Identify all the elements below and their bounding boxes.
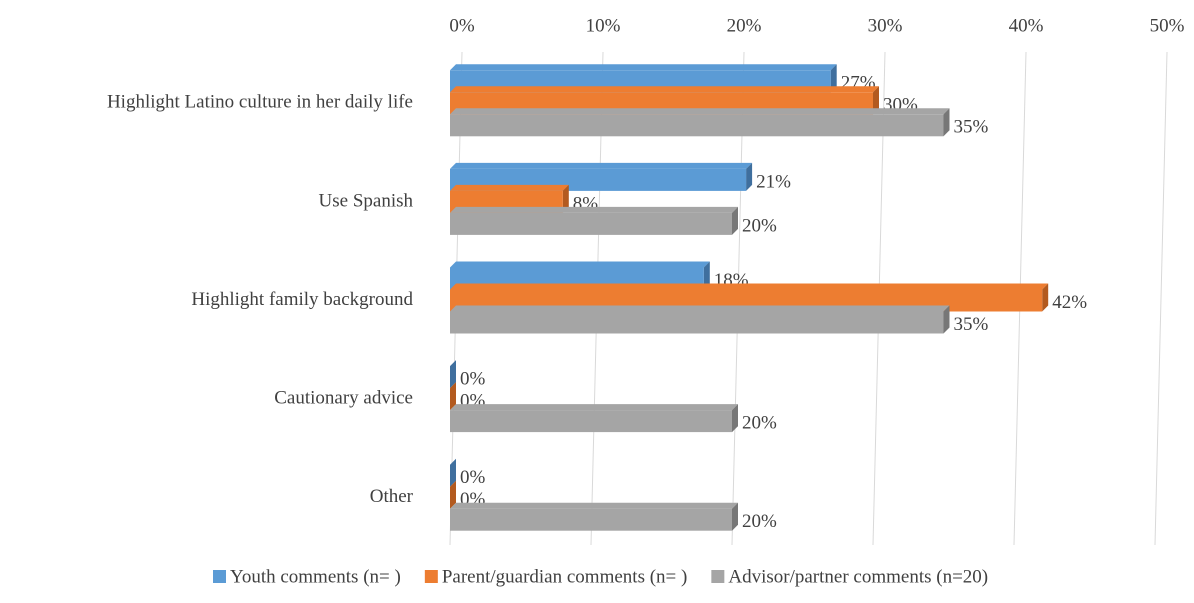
category-label: Cautionary advice: [274, 387, 413, 408]
bar-side: [746, 162, 753, 191]
bar: [450, 360, 456, 389]
bar: [450, 502, 738, 531]
bar-side: [732, 404, 738, 433]
value-label: 42%: [1052, 292, 1087, 313]
x-tick-label: 10%: [586, 15, 621, 36]
bar-front: [450, 508, 732, 531]
bar-top: [450, 283, 1049, 290]
bar-side: [703, 261, 710, 290]
bar-side: [450, 480, 456, 509]
bar-front: [450, 212, 732, 235]
legend-swatch: [424, 570, 438, 583]
x-tick-label: 40%: [1009, 15, 1044, 36]
bar-side: [732, 206, 738, 235]
bar-side: [1042, 283, 1049, 312]
bar: [450, 206, 738, 235]
bar-side: [450, 458, 456, 487]
legend-swatch: [711, 570, 725, 583]
bar-top: [450, 206, 738, 213]
bar-side: [450, 382, 456, 411]
bar: [450, 458, 456, 487]
legend-label: Youth comments (n= ): [230, 566, 401, 587]
bar: [450, 305, 950, 334]
bar: [450, 382, 456, 411]
bar-front: [450, 114, 944, 137]
value-label: 0%: [460, 368, 486, 389]
bar-top: [450, 108, 950, 115]
bar-top: [450, 502, 738, 509]
bar-side: [943, 305, 950, 334]
bar: [450, 108, 950, 137]
bar-top: [450, 86, 879, 93]
x-tick-label: 20%: [727, 15, 762, 36]
bar-side: [732, 502, 738, 531]
bar-front: [450, 311, 944, 334]
bar-side: [830, 64, 837, 93]
category-label: Highlight family background: [191, 289, 413, 310]
category-label: Highlight Latino culture in her daily li…: [107, 92, 413, 113]
value-label: 20%: [742, 215, 777, 236]
bar-top: [450, 64, 837, 71]
bar-top: [450, 162, 753, 169]
bar-side: [873, 86, 879, 115]
bar-side: [562, 184, 569, 213]
bar-side: [943, 108, 950, 137]
bar-front: [450, 410, 732, 433]
x-tick-label: 50%: [1150, 15, 1185, 36]
bar-side: [450, 360, 456, 389]
legend-label: Advisor/partner comments (n=20): [728, 566, 988, 587]
bar-top: [450, 184, 569, 191]
category-label: Other: [370, 486, 414, 507]
value-label: 20%: [742, 511, 777, 532]
grid-line: [1154, 51, 1168, 546]
value-label: 0%: [460, 467, 486, 488]
bar-top: [450, 305, 950, 312]
value-label: 21%: [756, 171, 791, 192]
value-label: 20%: [742, 412, 777, 433]
value-label: 35%: [954, 314, 989, 335]
x-tick-label: 0%: [449, 15, 475, 36]
bar-top: [450, 404, 738, 411]
bar: [450, 404, 738, 433]
x-tick-label: 30%: [868, 15, 903, 36]
bar-top: [450, 261, 710, 268]
category-label: Use Spanish: [319, 190, 414, 211]
bar: [450, 480, 456, 509]
legend-swatch: [213, 570, 226, 583]
legend-label: Parent/guardian comments (n= ): [442, 566, 688, 587]
value-label: 35%: [954, 117, 989, 138]
